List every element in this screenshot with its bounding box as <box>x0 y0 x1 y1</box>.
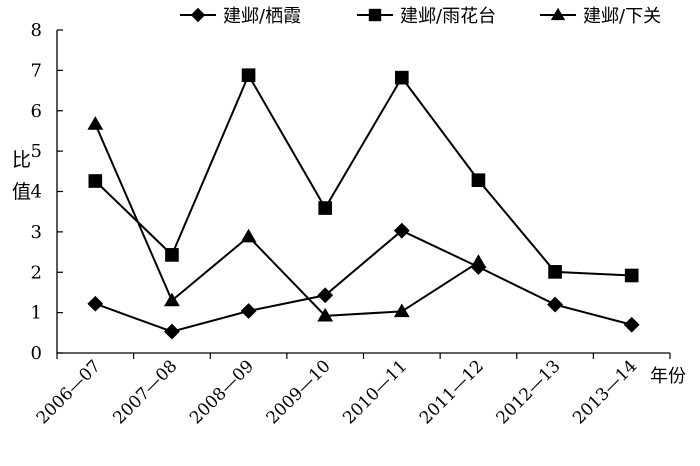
legend-label: 建邺/栖霞 <box>223 6 301 27</box>
series-line <box>94 123 479 317</box>
data-point <box>240 228 257 243</box>
legend-label: 建邺/下关 <box>583 6 661 27</box>
y-tick-label: 7 <box>31 60 42 81</box>
series-line <box>94 72 632 277</box>
x-tick-label: 2011—12 <box>416 356 488 428</box>
y-axis-title-char: 值 <box>12 181 31 203</box>
y-tick-label: 4 <box>31 182 42 203</box>
data-point <box>165 248 179 262</box>
legend-label: 建邺/雨花台 <box>400 6 496 27</box>
x-axis-title: 年份 <box>650 366 686 387</box>
data-point <box>470 254 487 268</box>
legend-marker <box>550 7 566 21</box>
x-tick-label: 2013—14 <box>569 356 641 428</box>
data-point <box>393 303 410 318</box>
y-tick-label: 0 <box>31 343 42 364</box>
data-point <box>241 68 256 83</box>
data-point <box>240 303 257 319</box>
series-square <box>88 68 639 283</box>
x-tick-label: 2012—13 <box>493 356 565 428</box>
x-tick-label: 2008—09 <box>186 356 258 428</box>
data-point <box>87 116 104 130</box>
data-point <box>164 292 180 307</box>
data-point <box>87 295 104 312</box>
data-point <box>547 296 563 313</box>
data-point <box>317 307 334 322</box>
data-point <box>394 70 409 85</box>
data-point <box>317 287 334 304</box>
data-point <box>318 201 333 215</box>
x-tick-label: 2009—10 <box>263 356 335 428</box>
x-axis: 2006—07 2007—08 2008—09 2009—10 2010—11 2011—… <box>33 352 671 428</box>
legend-item: 建邺/栖霞 <box>180 6 301 27</box>
series-diamond <box>87 222 640 340</box>
x-tick-label: 2006—07 <box>33 356 105 428</box>
y-tick-label: 5 <box>31 141 42 162</box>
series-triangle <box>87 116 487 322</box>
legend-marker <box>368 8 382 22</box>
data-point <box>393 222 410 239</box>
data-point <box>471 173 486 188</box>
series-layer <box>87 68 640 340</box>
x-tick-label: 2007—08 <box>109 356 181 428</box>
legend-marker <box>190 7 206 23</box>
legend: 建邺/栖霞 建邺/雨花台 建邺/下关 <box>180 6 661 27</box>
y-tick-label: 3 <box>31 222 42 243</box>
y-axis: 0 1 2 3 4 5 6 7 8 <box>31 20 63 364</box>
data-point <box>548 265 562 279</box>
y-tick-label: 1 <box>31 303 42 324</box>
y-tick-label: 2 <box>31 262 42 283</box>
data-point <box>623 316 640 333</box>
legend-item: 建邺/下关 <box>540 6 661 27</box>
data-point <box>624 268 639 283</box>
data-point <box>88 174 103 188</box>
y-tick-label: 6 <box>31 101 42 122</box>
data-point <box>164 323 180 340</box>
y-axis-title-char: 比 <box>12 149 31 171</box>
series-line <box>94 229 632 333</box>
x-tick-label: 2010—11 <box>339 356 411 428</box>
y-tick-label: 8 <box>31 20 42 41</box>
legend-item: 建邺/雨花台 <box>357 6 496 27</box>
